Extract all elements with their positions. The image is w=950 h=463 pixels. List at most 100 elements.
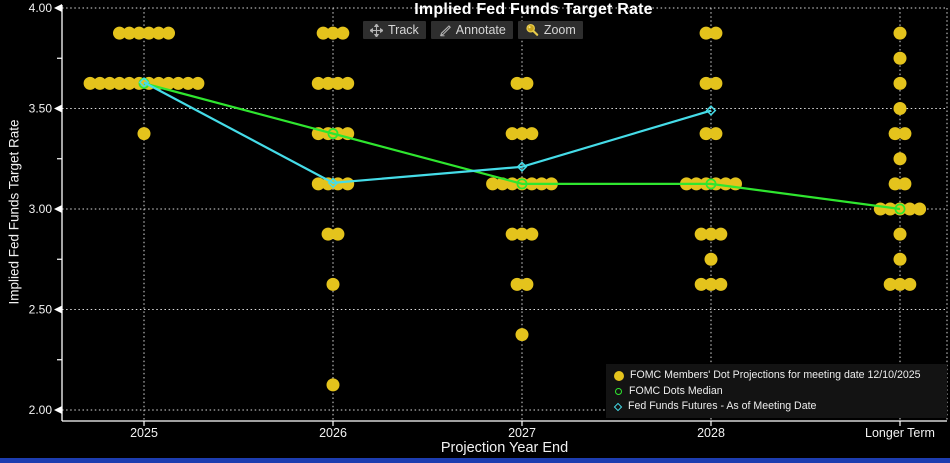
fomc-dot xyxy=(103,76,117,90)
fomc-dot xyxy=(709,76,723,90)
fomc-dot xyxy=(486,177,500,191)
fomc-dot xyxy=(515,227,529,241)
y-tick-label: 2.00 xyxy=(29,403,53,417)
fomc-dot xyxy=(525,227,539,241)
fomc-dot xyxy=(694,227,708,241)
fomc-dot xyxy=(113,76,126,90)
fomc-dot xyxy=(132,26,146,40)
terminal-panel-edge xyxy=(0,458,950,463)
fomc-dot xyxy=(341,76,355,90)
fomc-dot xyxy=(93,76,107,90)
fomc-dot xyxy=(893,102,907,115)
open-diamond-legend-icon xyxy=(613,402,623,411)
chart-toolbar: Track Annotate Zoom xyxy=(363,21,583,39)
annotate-button-label: Annotate xyxy=(455,23,506,37)
median-open-circle-marker xyxy=(327,128,339,140)
track-button-label: Track xyxy=(388,23,419,37)
annotate-button[interactable]: Annotate xyxy=(430,21,513,39)
fomc-dot xyxy=(326,378,340,392)
futures-open-diamond-marker xyxy=(138,77,150,88)
futures-open-diamond-marker xyxy=(516,161,528,173)
median-open-circle-marker xyxy=(516,178,528,190)
fomc-dot xyxy=(341,177,355,191)
fomc-dot xyxy=(709,127,723,141)
median-line xyxy=(143,82,901,211)
fomc-dot xyxy=(704,227,718,241)
track-button[interactable]: Track xyxy=(363,21,426,39)
chart-legend: FOMC Members' Dot Projections for meetin… xyxy=(606,364,947,418)
fomc-dot xyxy=(520,277,534,291)
y-tick-arrow xyxy=(54,4,62,12)
fomc-dot xyxy=(893,152,907,166)
x-tick-label: 2025 xyxy=(130,426,158,440)
annotate-pencil-icon xyxy=(438,24,451,37)
fomc-dot xyxy=(515,127,529,141)
y-tick-label: 3.50 xyxy=(29,102,53,116)
fomc-dot xyxy=(181,76,195,90)
fomc-dot xyxy=(515,328,529,342)
gridlines xyxy=(62,7,948,421)
chart-title: Implied Fed Funds Target Rate xyxy=(414,1,653,18)
fomc-dot xyxy=(142,26,156,40)
y-tick-arrow xyxy=(54,205,62,213)
x-axis-title: Projection Year End xyxy=(440,440,569,456)
fomc-dot xyxy=(888,177,902,191)
legend-item-fomc-median[interactable]: FOMC Dots Median xyxy=(614,385,940,398)
fomc-dot xyxy=(326,277,340,291)
fomc-dot xyxy=(83,76,97,90)
median-open-circle-marker xyxy=(894,203,906,215)
zoom-button-label: Zoom xyxy=(543,23,576,37)
track-crosshair-icon xyxy=(370,23,383,37)
fomc-dot xyxy=(893,76,907,90)
x-tick-label: 2028 xyxy=(697,426,725,440)
fomc-dot xyxy=(326,26,340,40)
fomc-dot xyxy=(311,76,325,90)
fomc-dot xyxy=(113,26,126,40)
fomc-dot xyxy=(893,26,907,40)
fomc-dot xyxy=(893,227,907,241)
fomc-dot xyxy=(152,26,166,40)
futures-line xyxy=(143,81,712,184)
y-tick-label: 4.00 xyxy=(29,1,53,15)
fomc-dot xyxy=(888,127,902,141)
axes: 4.00 3.50 3.00 2.50 2.00 2025 2026 2027 2028 Long… xyxy=(29,1,947,440)
fed-funds-futures-series xyxy=(138,77,717,189)
fomc-dot xyxy=(699,26,713,40)
open-circle-legend-icon xyxy=(615,387,622,395)
fomc-dot xyxy=(162,26,175,40)
fomc-dot xyxy=(883,277,897,291)
legend-label: Fed Funds Futures - As of Meeting Date xyxy=(628,400,817,412)
legend-label: FOMC Members' Dot Projections for meetin… xyxy=(630,369,921,381)
fomc-dot xyxy=(191,76,205,90)
y-tick-label: 2.50 xyxy=(29,303,53,317)
legend-item-fed-funds-futures[interactable]: Fed Funds Futures - As of Meeting Date xyxy=(613,400,940,413)
fomc-dot xyxy=(505,127,519,141)
fomc-dot xyxy=(321,227,335,241)
filled-circle-legend-icon xyxy=(614,370,624,381)
fomc-dot xyxy=(893,252,907,266)
fomc-dot xyxy=(162,76,175,90)
fomc-dot xyxy=(137,127,151,141)
fomc-dot xyxy=(520,76,534,90)
fomc-dot xyxy=(171,76,185,90)
fomc-dot xyxy=(694,277,708,291)
fomc-dot xyxy=(704,252,718,266)
fomc-dot xyxy=(510,277,524,291)
fomc-dot xyxy=(316,26,330,40)
legend-item-fomc-dots[interactable]: FOMC Members' Dot Projections for meetin… xyxy=(614,369,940,382)
fomc-dot xyxy=(704,277,718,291)
fomc-dot xyxy=(525,127,539,141)
fomc-dot xyxy=(336,26,350,40)
fomc-dot xyxy=(893,277,907,291)
zoom-button[interactable]: Zoom xyxy=(517,21,583,39)
fomc-median-series xyxy=(138,77,906,215)
futures-open-diamond-marker xyxy=(327,177,339,189)
x-tick-label: 2027 xyxy=(508,426,536,440)
fomc-dot xyxy=(714,277,728,291)
zoom-magnifier-icon xyxy=(525,23,539,37)
fomc-dot xyxy=(714,227,728,241)
fomc-dot xyxy=(122,76,136,90)
fomc-dot xyxy=(709,26,723,40)
fomc-dot xyxy=(311,177,325,191)
